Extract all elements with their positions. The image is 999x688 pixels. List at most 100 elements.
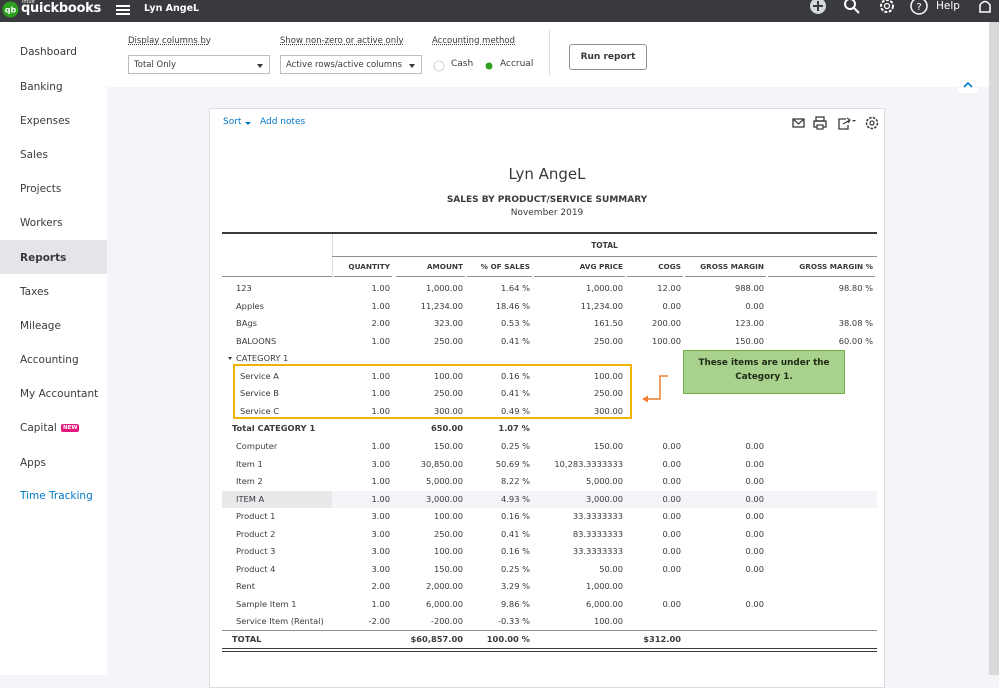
row-value: 0.16 % (501, 546, 530, 557)
row-value: 3.29 % (501, 581, 530, 592)
row-value: 0.00 (662, 528, 681, 539)
run-report-button[interactable]: Run report (569, 44, 647, 70)
row-value: 100.00 % (486, 634, 530, 644)
nav-item[interactable]: Dashboard (20, 46, 77, 58)
nav-item[interactable]: My Accountant (20, 388, 99, 400)
row-value: 1.00 (371, 388, 390, 399)
column-header-rule (467, 276, 532, 277)
column-header: GROSS MARGIN (700, 262, 764, 271)
nav-item[interactable]: Sales (20, 149, 48, 161)
row-value: 250.00 (433, 528, 463, 539)
group-divider (332, 234, 333, 277)
help-icon[interactable]: ? (910, 0, 928, 15)
cash-label[interactable]: Cash (451, 59, 474, 69)
row-value: 0.00 (745, 440, 764, 451)
row-value: 0.00 (662, 440, 681, 451)
sort-link[interactable]: Sort (223, 117, 242, 127)
total-rule (222, 630, 877, 631)
nav-item[interactable]: Apps (20, 457, 46, 469)
nav-item[interactable]: Accounting (20, 354, 79, 366)
row-value: 150.00 (433, 563, 463, 574)
nav-item[interactable]: Workers (20, 217, 63, 229)
nav-item[interactable]: Expenses (20, 115, 71, 127)
row-value: 988.00 (734, 283, 764, 293)
bell-icon[interactable] (979, 0, 991, 13)
row-value: 0.00 (662, 598, 681, 609)
row-value: 1.00 (371, 405, 390, 416)
row-label: Computer (236, 440, 278, 451)
gear-icon[interactable] (880, 0, 894, 13)
show-label: Show non-zero or active only (280, 36, 404, 46)
row-value: -0.33 % (498, 616, 530, 627)
expand-caret[interactable] (228, 357, 232, 362)
nav-item[interactable]: Mileage (20, 320, 61, 332)
row-value: 3.00 (371, 528, 390, 539)
row-value: 100.00 (433, 546, 463, 557)
nav-item[interactable]: Capital (20, 422, 57, 434)
nav-item[interactable]: Taxes (20, 286, 49, 298)
double-rule-top (222, 647, 877, 649)
row-value: 10,283.3333333 (554, 458, 623, 469)
row-value: 98.80 % (838, 283, 873, 293)
row-value: 0.00 (745, 458, 764, 469)
row-label: ITEM A (236, 493, 265, 504)
row-value: 1,000.00 (426, 283, 463, 293)
search-icon[interactable] (844, 0, 860, 14)
new-badge: NEW (61, 424, 80, 432)
export-icon[interactable] (838, 117, 856, 130)
row-value: 0.00 (745, 493, 764, 504)
row-value: 9.86 % (501, 598, 530, 609)
group-rule (332, 256, 877, 257)
row-value: 0.25 % (501, 440, 530, 451)
row-hover-label (222, 490, 332, 508)
callout-box: These items are under the Category 1. (683, 350, 845, 394)
row-value: 0.49 % (501, 405, 530, 416)
nav-item[interactable]: Projects (20, 183, 62, 195)
row-value: 4.93 % (501, 493, 530, 504)
svg-text:qb: qb (5, 6, 17, 15)
add-notes-link[interactable]: Add notes (260, 117, 306, 127)
accrual-radio[interactable] (483, 60, 495, 72)
row-value: 50.00 (599, 563, 623, 574)
row-label: Item 1 (236, 458, 263, 469)
row-value: 0.00 (662, 476, 681, 487)
accrual-label[interactable]: Accrual (500, 59, 534, 69)
new-icon[interactable] (810, 0, 826, 14)
report-company: Lyn AngeL (508, 165, 586, 183)
row-label: TOTAL (232, 634, 262, 644)
row-label: BAgs (236, 318, 257, 329)
column-header-rule (685, 276, 766, 277)
row-label: Apples (236, 300, 264, 311)
settings-icon[interactable] (865, 116, 879, 130)
row-value: 50.69 % (495, 458, 530, 469)
row-label[interactable]: CATEGORY 1 (236, 353, 289, 364)
collapse-button[interactable] (958, 77, 978, 93)
row-value: 0.25 % (501, 563, 530, 574)
row-value: 0.00 (662, 493, 681, 504)
row-value: 250.00 (593, 388, 623, 399)
print-icon[interactable] (813, 116, 827, 130)
row-value: 650.00 (430, 423, 463, 434)
row-value: 3.00 (371, 458, 390, 469)
row-value: 1.00 (371, 598, 390, 609)
nav-item[interactable]: Time Tracking (20, 490, 93, 502)
cash-radio[interactable] (433, 60, 493, 72)
email-icon[interactable] (792, 118, 805, 128)
report-toolbar: Display columns by Total Only Show non-z… (107, 22, 989, 87)
divider (549, 30, 550, 76)
help-label[interactable]: Help (936, 0, 960, 12)
active-highlight (0, 240, 107, 274)
menu-icon[interactable] (116, 4, 130, 16)
scrollbar[interactable] (989, 22, 999, 675)
row-value: 3.00 (371, 563, 390, 574)
row-value: 1.00 (371, 440, 390, 451)
row-value: 250.00 (433, 388, 463, 399)
nav-item[interactable]: Banking (20, 81, 63, 93)
nav-item[interactable]: Reports (20, 252, 67, 264)
show-select[interactable]: Active rows/active columns (280, 55, 422, 74)
row-value: 0.00 (745, 563, 764, 574)
row-value: 3.00 (371, 511, 390, 522)
row-value: 0.41 % (501, 388, 530, 399)
display-select[interactable]: Total Only (128, 55, 270, 74)
row-value: 38.08 % (838, 318, 873, 329)
